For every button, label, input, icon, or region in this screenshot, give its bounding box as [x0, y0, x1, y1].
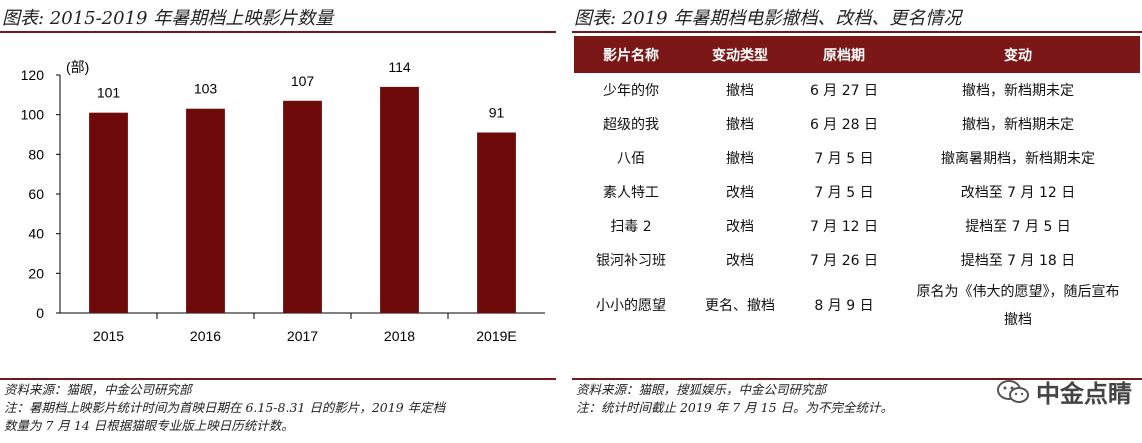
data-label: 114: [388, 59, 411, 75]
cell-film: 银河补习班: [596, 253, 666, 269]
cell-change: 提档至 7 月 5 日: [965, 219, 1071, 235]
note-line-1: 注：暑期档上映影片统计时间为首映日期在 6.15-8.31 日的影片，2019 …: [4, 400, 446, 415]
cell-type: 改档: [726, 185, 754, 201]
title-rule-right: [572, 31, 1142, 33]
cell-type: 改档: [726, 219, 754, 235]
data-label: 107: [291, 73, 315, 89]
title-rule: [0, 31, 556, 33]
table-row: 八佰 撤档 7 月 5 日 撤离暑期档，新档期未定: [574, 141, 1140, 175]
cell-type: 改档: [726, 253, 754, 269]
table-row: 超级的我 撤档 6 月 28 日 撤档，新档期未定: [574, 107, 1140, 141]
cell-date: 7 月 5 日: [814, 151, 874, 167]
y-axis-label: (部): [66, 59, 89, 75]
source-line-right-1: 资料来源：猫眼，搜狐娱乐，中金公司研究部: [576, 382, 827, 397]
cell-film: 素人特工: [603, 185, 659, 201]
y-tick-label: 40: [28, 226, 44, 242]
watermark: 中金点睛: [996, 374, 1132, 409]
cell-change: 改档至 7 月 12 日: [960, 185, 1076, 201]
cell-date: 7 月 12 日: [809, 219, 879, 235]
right-panel: 图表: 2019 年暑期档电影撤档、改档、更名情况 影片名称 变动类型 原档期 …: [572, 0, 1142, 443]
y-tick-label: 20: [28, 265, 44, 281]
y-tick-label: 80: [28, 146, 44, 162]
data-label: 101: [97, 85, 121, 101]
source-line-1: 资料来源：猫眼，中金公司研究部: [4, 382, 192, 397]
cell-film: 少年的你: [603, 83, 659, 99]
header-change: 变动: [896, 36, 1140, 73]
cell-date: 7 月 26 日: [809, 253, 879, 269]
cell-film: 扫毒 2: [610, 219, 652, 235]
table-header-row: 影片名称 变动类型 原档期 变动: [574, 36, 1140, 73]
source-rule-right: [572, 378, 1142, 380]
cell-type: 撤档: [726, 83, 754, 99]
y-tick-label: 0: [36, 305, 44, 321]
cell-film: 超级的我: [603, 117, 659, 133]
chart-labels: 0 20 40 60 80 100 120 (部) 101 2015 103 2016 107 2017 1…: [21, 59, 517, 344]
x-tick-label: 2017: [287, 328, 318, 344]
source-rule: [0, 378, 556, 380]
cell-date: 8 月 9 日: [814, 298, 874, 314]
bar-2019E: [477, 132, 516, 313]
bar-2015: [89, 112, 128, 313]
cell-change: 撤档，新档期未定: [962, 83, 1074, 99]
x-tick-label: 2019E: [476, 328, 516, 344]
y-tick-label: 100: [21, 107, 45, 123]
cell-date: 6 月 28 日: [809, 117, 879, 133]
y-tick-label: 120: [21, 67, 45, 83]
note-line-2: 数量为 7 月 14 日根据猫眼专业版上映日历统计数。: [4, 418, 294, 433]
chart-title: 图表: 2015-2019 年暑期档上映影片数量: [2, 8, 334, 29]
cell-change: 原名为《伟大的愿望》，随后宣布撤档: [916, 284, 1120, 328]
left-panel: 图表: 2015-2019 年暑期档上映影片数量 0 20 40 60 80 100 120…: [0, 0, 556, 443]
cell-change: 提档至 7 月 18 日: [960, 253, 1076, 269]
table-row: 少年的你 撤档 6 月 27 日 撤档，新档期未定: [574, 73, 1140, 107]
header-film-name: 影片名称: [574, 36, 688, 73]
data-label: 91: [489, 105, 505, 121]
table-row: 素人特工 改档 7 月 5 日 改档至 7 月 12 日: [574, 175, 1140, 209]
table-row: 银河补习班 改档 7 月 26 日 提档至 7 月 18 日: [574, 243, 1140, 277]
wechat-icon: [996, 379, 1030, 405]
cell-change: 撤档，新档期未定: [962, 117, 1074, 133]
note-line-right-1: 注：统计时间截止 2019 年 7 月 15 日。为不完全统计。: [576, 400, 894, 415]
watermark-text: 中金点睛: [1036, 380, 1132, 408]
x-tick-label: 2016: [190, 328, 221, 344]
bar-2016: [186, 108, 225, 313]
cell-film: 八佰: [617, 151, 645, 167]
bar-2017: [283, 100, 322, 314]
data-label: 103: [194, 81, 218, 97]
chart-bars: [89, 86, 516, 314]
cell-type: 更名、撤档: [705, 298, 775, 314]
x-tick-label: 2018: [384, 328, 415, 344]
table-row: 小小的愿望 更名、撤档 8 月 9 日 原名为《伟大的愿望》，随后宣布撤档: [574, 277, 1140, 335]
x-tick-label: 2015: [93, 328, 124, 344]
y-tick-label: 60: [28, 186, 44, 202]
cell-type: 撤档: [726, 151, 754, 167]
changes-table: 影片名称 变动类型 原档期 变动 少年的你 撤档 6 月 27 日 撤档，新档期…: [574, 36, 1140, 335]
cell-date: 6 月 27 日: [809, 83, 879, 99]
bar-2018: [380, 86, 419, 314]
table-row: 扫毒 2 改档 7 月 12 日 提档至 7 月 5 日: [574, 209, 1140, 243]
cell-film: 小小的愿望: [596, 298, 666, 314]
cell-change: 撤离暑期档，新档期未定: [941, 151, 1095, 167]
bar-chart: 0 20 40 60 80 100 120 (部) 101 2015 103 2016 107 2017 1…: [21, 59, 545, 344]
cell-type: 撤档: [726, 117, 754, 133]
table-title: 图表: 2019 年暑期档电影撤档、改档、更名情况: [574, 8, 962, 29]
cell-date: 7 月 5 日: [814, 185, 874, 201]
header-original-date: 原档期: [792, 36, 896, 73]
header-change-type: 变动类型: [688, 36, 792, 73]
